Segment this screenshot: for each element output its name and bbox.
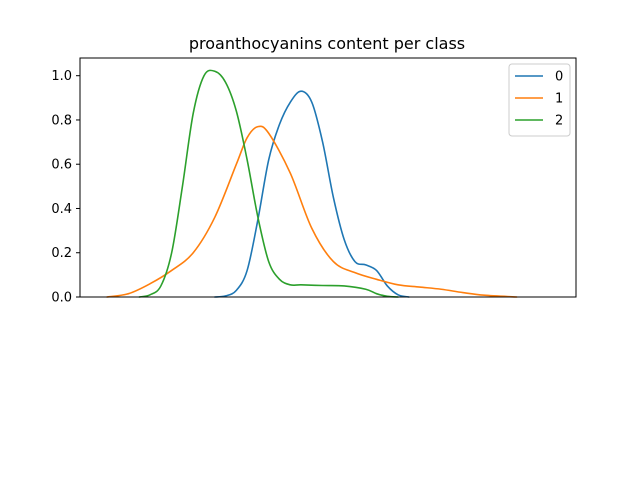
y-tick-label: 0.8: [51, 113, 72, 128]
series-line-1: [106, 125, 518, 298]
legend-label-2: 2: [555, 114, 563, 129]
y-tick-label: 0.0: [51, 291, 72, 306]
legend: 0 1 2: [508, 63, 571, 137]
y-axis: 0.0 0.2 0.4 0.6 0.8 1.0: [51, 69, 80, 306]
y-tick-label: 0.6: [51, 158, 72, 173]
y-tick-label: 1.0: [51, 69, 72, 84]
plot-lines: [106, 69, 518, 298]
series-line-2: [138, 69, 399, 298]
y-tick-label: 0.4: [51, 202, 72, 217]
y-tick-label: 0.2: [51, 246, 72, 261]
legend-box: [508, 63, 571, 137]
legend-label-0: 0: [555, 70, 563, 85]
plot-frame: [79, 57, 577, 298]
chart-title: proanthocyanins content per class: [189, 34, 465, 53]
legend-label-1: 1: [555, 92, 563, 107]
series-line-0: [213, 90, 410, 298]
